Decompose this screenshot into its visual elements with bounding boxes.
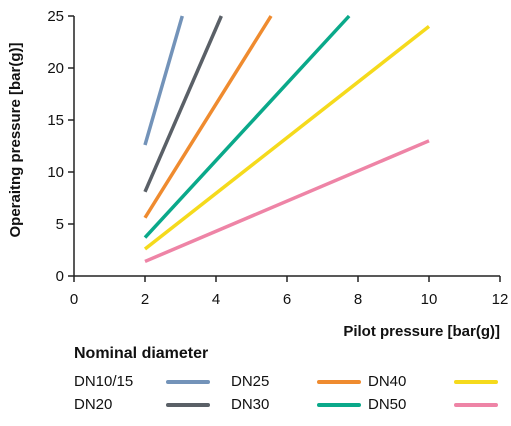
y-tick-label: 25 <box>47 8 64 25</box>
series-line-dn50 <box>144 139 430 264</box>
x-axis-label: Pilot pressure [bar(g)] <box>343 323 500 340</box>
x-tick-label: 2 <box>141 291 149 308</box>
y-tick-label: 15 <box>47 112 64 129</box>
legend-swatch <box>454 402 498 407</box>
legend-label: DN30 <box>231 396 270 413</box>
y-tick-label: 20 <box>47 60 64 77</box>
series-lines <box>143 14 431 264</box>
legend-item-dn40: DN40 <box>368 373 498 390</box>
x-tick-label: 6 <box>283 291 291 308</box>
y-tick-label: 5 <box>56 216 64 233</box>
series-line-dn40 <box>143 25 431 251</box>
chart: 0 5 10 15 20 25 0 2 4 6 8 10 12 Operaitng pressure … <box>7 8 509 340</box>
legend-item-dn30: DN30 <box>231 396 361 413</box>
x-tick-label: 12 <box>492 291 509 308</box>
x-tick-label: 0 <box>70 291 78 308</box>
legend-swatch <box>317 402 361 407</box>
legend-label: DN50 <box>368 396 407 413</box>
x-tick-label: 8 <box>354 291 362 308</box>
legend: DN10/15 DN25 DN40 DN20 DN30 DN50 <box>74 373 498 423</box>
legend-item-dn25: DN25 <box>231 373 361 390</box>
legend-label: DN25 <box>231 373 270 390</box>
y-tick-label: 0 <box>56 268 64 285</box>
series-line-dn10-15 <box>143 15 184 146</box>
legend-swatch <box>166 379 210 384</box>
legend-swatch <box>454 379 498 384</box>
legend-label: DN10/15 <box>74 373 134 390</box>
series-line-dn30 <box>143 14 351 239</box>
x-axis: 0 2 4 6 8 10 12 <box>70 275 509 308</box>
legend-label: DN40 <box>368 373 407 390</box>
legend-title: Nominal diameter <box>74 345 209 362</box>
series-line-dn20 <box>143 15 223 193</box>
legend-label: DN20 <box>74 396 113 413</box>
legend-swatch <box>166 402 210 407</box>
legend-item-dn10-15: DN10/15 <box>74 373 210 390</box>
y-axis-label: Operaitng pressure [bar(g)] <box>7 42 24 237</box>
legend-item-dn20: DN20 <box>74 396 210 413</box>
x-tick-label: 4 <box>212 291 220 308</box>
legend-item-dn50: DN50 <box>368 396 498 413</box>
y-tick-label: 10 <box>47 164 64 181</box>
series-line-dn25 <box>143 15 273 219</box>
x-tick-label: 10 <box>421 291 438 308</box>
legend-swatch <box>317 379 361 384</box>
y-axis: 0 5 10 15 20 25 <box>47 8 75 285</box>
